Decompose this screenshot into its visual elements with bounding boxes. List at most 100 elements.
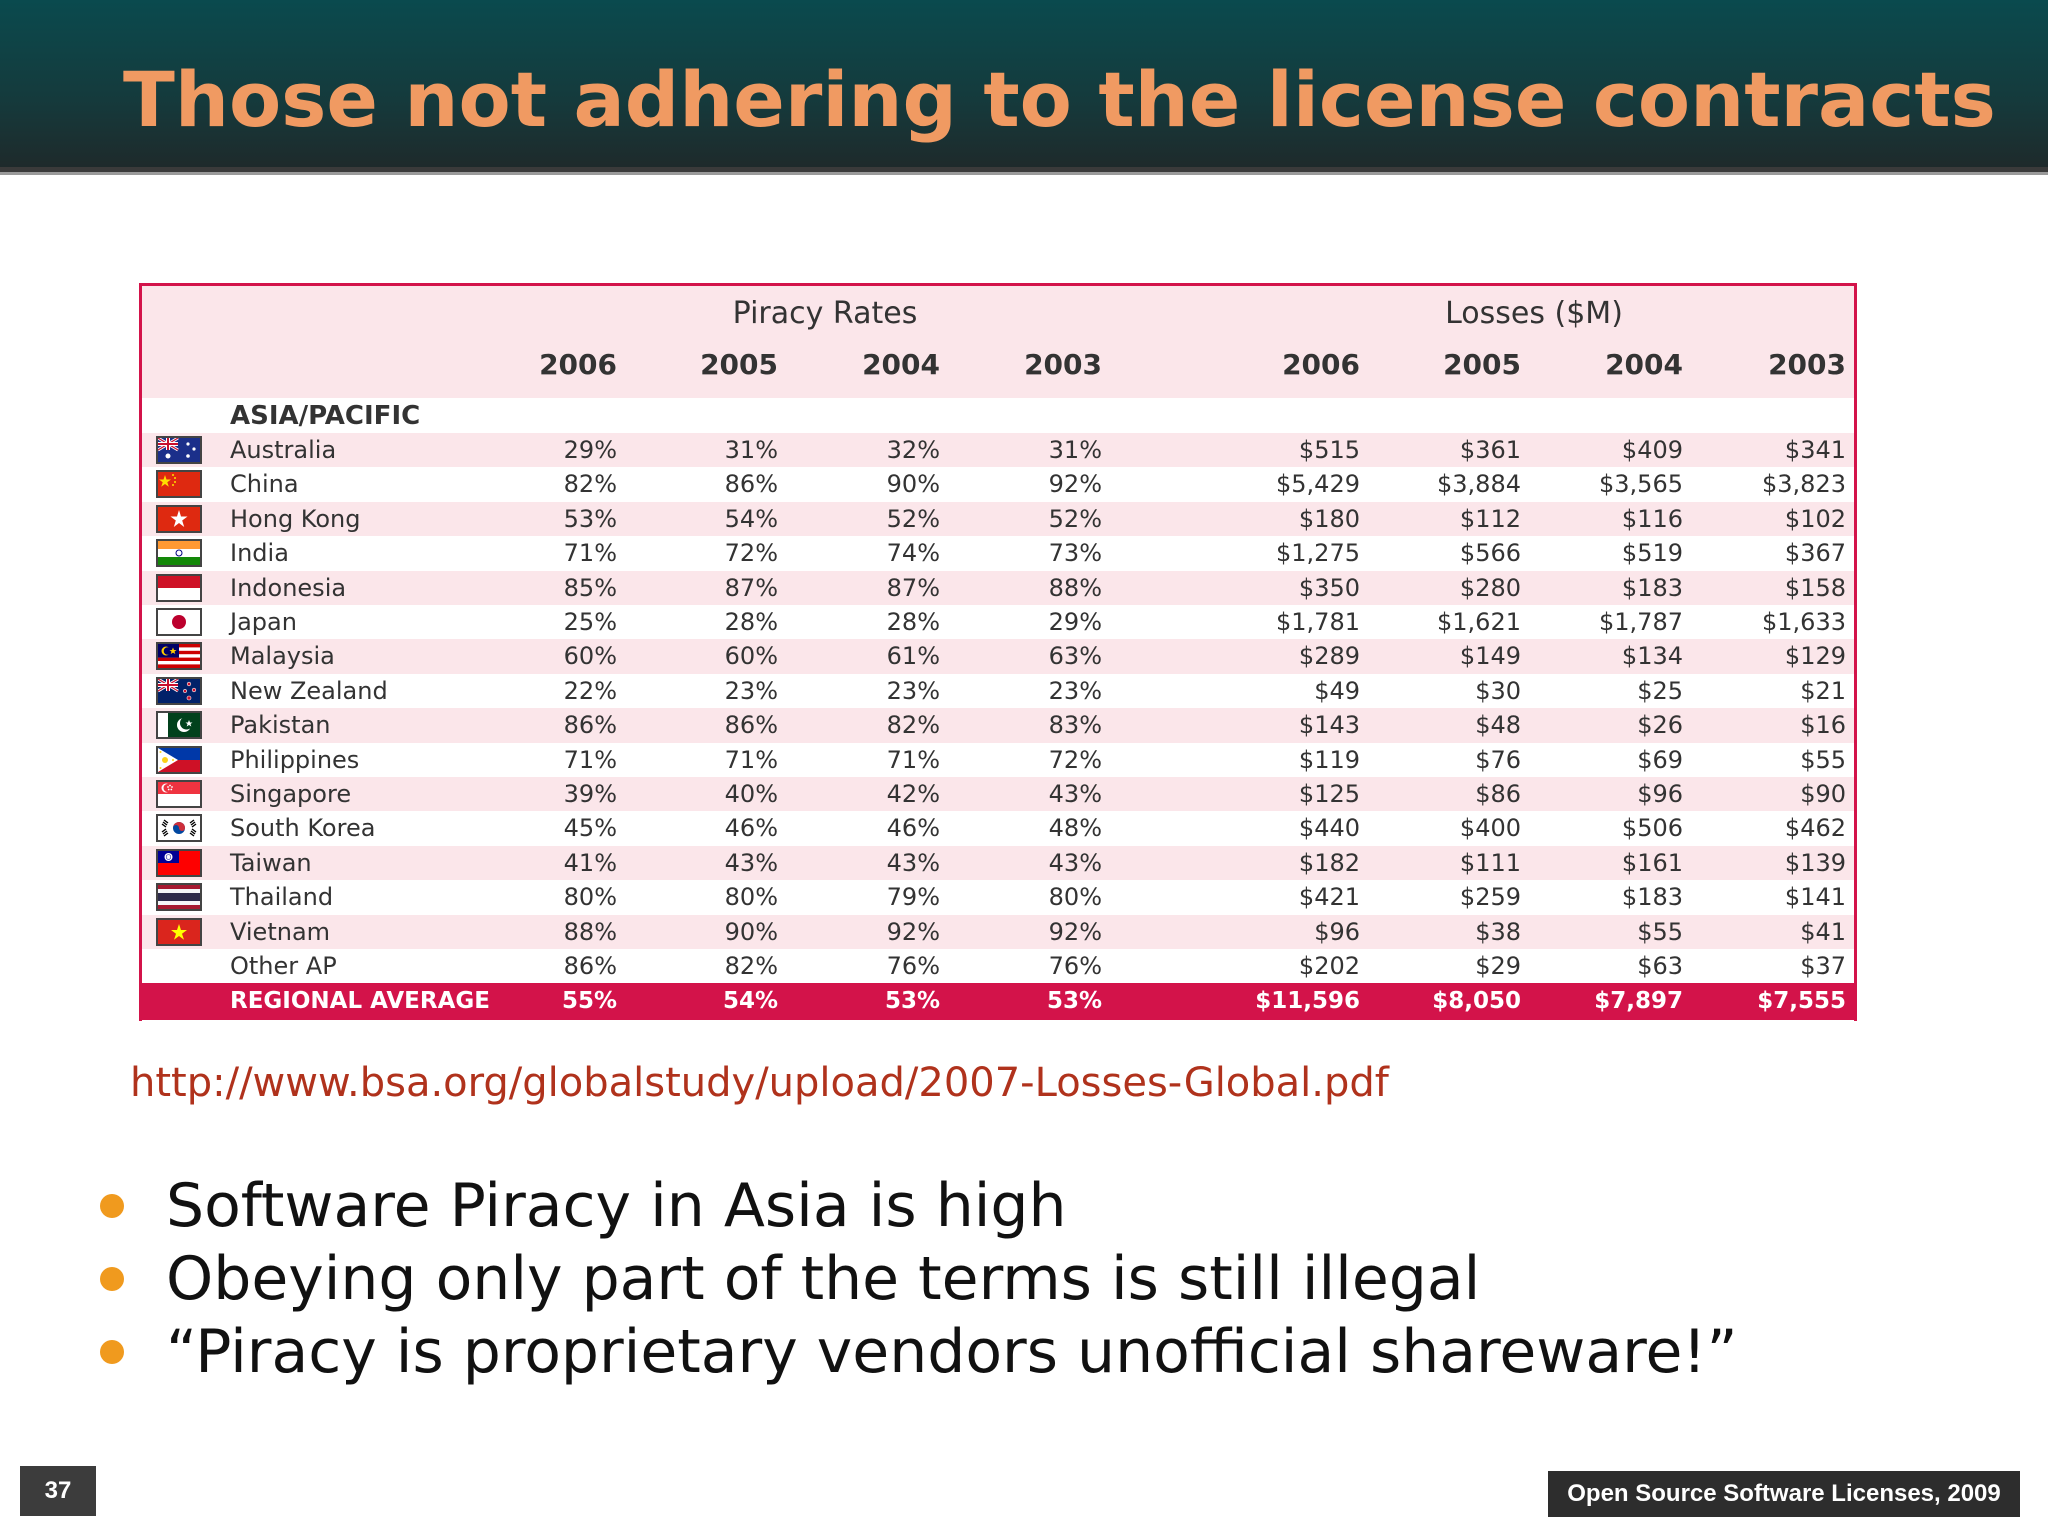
piracy-rate-cell: 25% [563, 608, 617, 636]
india-flag-icon [156, 539, 202, 568]
piracy-rate-cell: 71% [563, 745, 617, 774]
piracy-rate-cell: 29% [563, 436, 617, 464]
country-name: India [230, 539, 289, 568]
section-label: ASIA/PACIFIC [230, 401, 421, 431]
country-name: South Korea [230, 814, 376, 843]
losses-cell: $182 [1298, 848, 1360, 877]
piracy-rate-cell: 74% [886, 539, 940, 568]
piracy-rate-cell: 82% [886, 711, 940, 740]
philippines-flag-icon [156, 745, 202, 774]
losses-cell: $183 [1621, 883, 1683, 912]
piracy-rate-cell: 92% [1048, 470, 1102, 499]
piracy-rate-cell: 87% [724, 573, 778, 602]
losses-cell: $341 [1784, 436, 1846, 464]
piracy-rate-cell: 72% [724, 539, 778, 568]
losses-cell: $119 [1298, 745, 1360, 774]
piracy-rate-cell: 83% [1048, 711, 1102, 740]
losses-cell: $41 [1800, 917, 1846, 946]
losses-cell: $55 [1800, 745, 1846, 774]
losses-cell: $69 [1637, 745, 1683, 774]
losses-cell: $116 [1621, 504, 1683, 533]
footer-label: Open Source Software Licenses, 2009 [1548, 1471, 2020, 1517]
piracy-rate-cell: 80% [1048, 883, 1102, 912]
vietnam-flag-icon [156, 917, 202, 946]
losses-cell: $143 [1298, 711, 1360, 740]
piracy-rate-cell: 73% [1048, 539, 1102, 568]
losses-cell: $76 [1475, 745, 1521, 774]
average-cell: $8,050 [1432, 988, 1521, 1014]
piracy-rate-cell: 46% [886, 814, 940, 843]
piracy-rate-cell: 80% [724, 883, 778, 912]
country-name: Pakistan [230, 711, 331, 740]
piracy-rate-cell: 82% [724, 952, 778, 980]
piracy-rate-cell: 71% [563, 539, 617, 568]
piracy-rate-cell: 88% [1048, 573, 1102, 602]
losses-cell: $289 [1298, 642, 1360, 671]
table-row: Indonesia 85% 87% 87% 88% $350 $280 $183 $158 [142, 570, 1854, 605]
losses-cell: $202 [1298, 952, 1360, 980]
losses-cell: $26 [1637, 711, 1683, 740]
piracy-rate-cell: 43% [1048, 780, 1102, 808]
losses-cell: $350 [1298, 573, 1360, 602]
piracy-rate-cell: 46% [724, 814, 778, 843]
year-header: 2006 [1282, 348, 1360, 381]
country-name: Indonesia [230, 573, 347, 602]
losses-cell: $367 [1784, 539, 1846, 568]
year-header: 2005 [1443, 348, 1521, 381]
losses-cell: $49 [1314, 676, 1360, 705]
country-name: China [230, 470, 299, 499]
losses-cell: $462 [1784, 814, 1846, 843]
losses-cell: $361 [1459, 436, 1521, 464]
bullet-icon [100, 1194, 124, 1218]
thailand-flag-icon [156, 883, 202, 912]
losses-cell: $421 [1298, 883, 1360, 912]
piracy-rates-header: Piracy Rates [732, 296, 918, 331]
table-row: South Korea 45% 46% 46% 48% $440 $400 $506 $462 [142, 811, 1854, 845]
losses-cell: $30 [1475, 676, 1521, 705]
losses-cell: $37 [1800, 952, 1846, 980]
piracy-rate-cell: 76% [1048, 952, 1102, 980]
losses-cell: $21 [1800, 676, 1846, 705]
piracy-rate-cell: 40% [724, 780, 778, 808]
year-header: 2003 [1768, 348, 1846, 381]
hong-kong-flag-icon [156, 504, 202, 533]
piracy-rate-cell: 54% [724, 504, 778, 533]
piracy-rate-cell: 23% [1048, 676, 1102, 705]
losses-cell: $141 [1784, 883, 1846, 912]
losses-cell: $38 [1475, 917, 1521, 946]
piracy-rate-cell: 71% [724, 745, 778, 774]
bullet-icon [100, 1340, 124, 1364]
piracy-rate-cell: 71% [886, 745, 940, 774]
piracy-rate-cell: 23% [886, 676, 940, 705]
losses-cell: $149 [1459, 642, 1521, 671]
piracy-rate-cell: 88% [563, 917, 617, 946]
piracy-rate-cell: 87% [886, 573, 940, 602]
losses-cell: $3,823 [1762, 470, 1846, 499]
losses-header: Losses ($M) [1445, 296, 1623, 331]
taiwan-flag-icon [156, 848, 202, 877]
losses-cell: $129 [1784, 642, 1846, 671]
average-cell: $7,897 [1594, 988, 1683, 1014]
piracy-rate-cell: 90% [724, 917, 778, 946]
table-row: China 82% 86% 90% 92% $5,429 $3,884 $3,565 $3,82… [142, 467, 1854, 501]
title-bar: Those not adhering to the license contra… [0, 0, 2048, 167]
piracy-rate-cell: 48% [1048, 814, 1102, 843]
bullet-text: “Piracy is proprietary vendors unofficia… [166, 1317, 1738, 1387]
source-link[interactable]: http://www.bsa.org/globalstudy/upload/20… [130, 1060, 1389, 1106]
year-header: 2003 [1024, 348, 1102, 381]
table-row: New Zealand 22% 23% 23% 23% $49 $30 $25 $21 [142, 674, 1854, 708]
piracy-rate-cell: 28% [724, 608, 778, 636]
year-header: 2005 [700, 348, 778, 381]
losses-cell: $1,781 [1276, 608, 1360, 636]
losses-cell: $90 [1800, 780, 1846, 808]
piracy-rate-cell: 72% [1048, 745, 1102, 774]
losses-cell: $125 [1298, 780, 1360, 808]
piracy-rate-cell: 92% [886, 917, 940, 946]
average-cell: 53% [884, 988, 940, 1014]
year-header: 2004 [862, 348, 940, 381]
table-row: Philippines 71% 71% 71% 72% $119 $76 $69 $55 [142, 743, 1854, 777]
piracy-rate-cell: 42% [886, 780, 940, 808]
bullet-text: Software Piracy in Asia is high [166, 1171, 1067, 1241]
table-row: Other AP 86% 82% 76% 76% $202 $29 $63 $37 [142, 949, 1854, 983]
australia-flag-icon [156, 436, 202, 464]
